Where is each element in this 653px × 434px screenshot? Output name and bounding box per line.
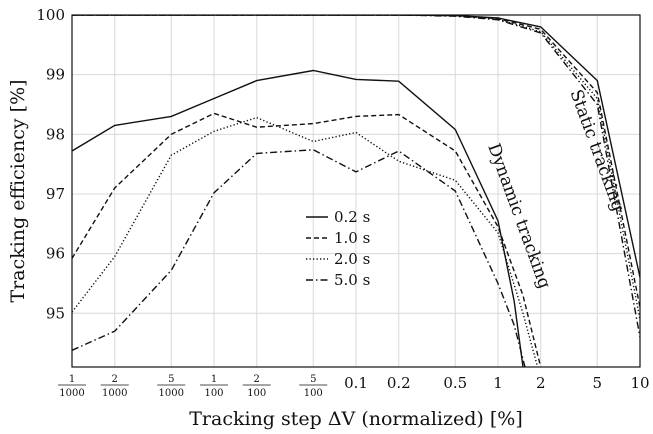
x-tick-denominator: 100 [247, 388, 266, 399]
legend: 0.2 s 1.0 s 2.0 s 5.0 s [306, 208, 370, 289]
series-line-static-5-0-s [72, 15, 640, 338]
y-tick-label: 96 [46, 245, 65, 263]
legend-label: 5.0 s [334, 271, 370, 289]
y-tick-label: 98 [46, 125, 65, 143]
series-line-dynamic-2-0-s [72, 116, 539, 367]
x-tick-denominator: 1000 [102, 388, 127, 399]
x-tick-denominator: 100 [204, 388, 223, 399]
x-tick-fraction: 2 1000 [100, 374, 129, 399]
x-tick-label: 2 [536, 374, 546, 392]
series-line-static-2-0-s [72, 15, 640, 320]
x-tick-fraction: 5 1000 [157, 374, 186, 399]
y-tick-labels: 95 96 97 98 99 100 [36, 6, 65, 322]
x-tick-label: 0.2 [387, 374, 411, 392]
legend-item: 2.0 s [306, 250, 370, 268]
y-axis-label: Tracking efficiency [%] [7, 79, 29, 302]
x-tick-label: 10 [630, 374, 649, 392]
legend-item: 5.0 s [306, 271, 370, 289]
x-tick-numerator: 1 [211, 374, 217, 385]
annotation-label: Dynamic tracking [483, 141, 554, 292]
x-tick-denominator: 100 [304, 388, 323, 399]
x-tick-numerator: 2 [254, 374, 260, 385]
legend-label: 1.0 s [334, 229, 370, 247]
legend-label: 2.0 s [334, 250, 370, 268]
grid-lines [71, 14, 641, 367]
series-line-dynamic-1-0-s [72, 112, 542, 367]
series-line-dynamic-5-0-s [72, 149, 526, 367]
x-tick-label: 5 [592, 374, 602, 392]
x-tick-numerator: 2 [112, 374, 118, 385]
x-tick-label: 0.1 [344, 374, 368, 392]
y-tick-label: 100 [36, 6, 65, 24]
y-tick-label: 99 [46, 66, 65, 84]
y-tick-label: 95 [46, 304, 65, 322]
x-tick-denominator: 1000 [59, 388, 84, 399]
series-line-dynamic-0-2-s [72, 69, 524, 367]
x-tick-label: 0.5 [443, 374, 467, 392]
legend-item: 0.2 s [306, 208, 370, 226]
legend-item: 1.0 s [306, 229, 370, 247]
x-axis-label: Tracking step ΔV (normalized) [%] [189, 408, 522, 430]
legend-label: 0.2 s [334, 208, 370, 226]
x-tick-numerator: 5 [168, 374, 174, 385]
annotations: Dynamic tracking Static tracking [483, 87, 628, 292]
x-tick-numerator: 5 [310, 374, 316, 385]
x-tick-fraction: 1 1000 [58, 374, 86, 399]
x-tick-denominator: 1000 [159, 388, 184, 399]
y-tick-label: 97 [46, 185, 65, 203]
x-tick-numerator: 1 [69, 374, 75, 385]
plot-frame [71, 14, 641, 368]
x-tick-label: 1 [493, 374, 503, 392]
